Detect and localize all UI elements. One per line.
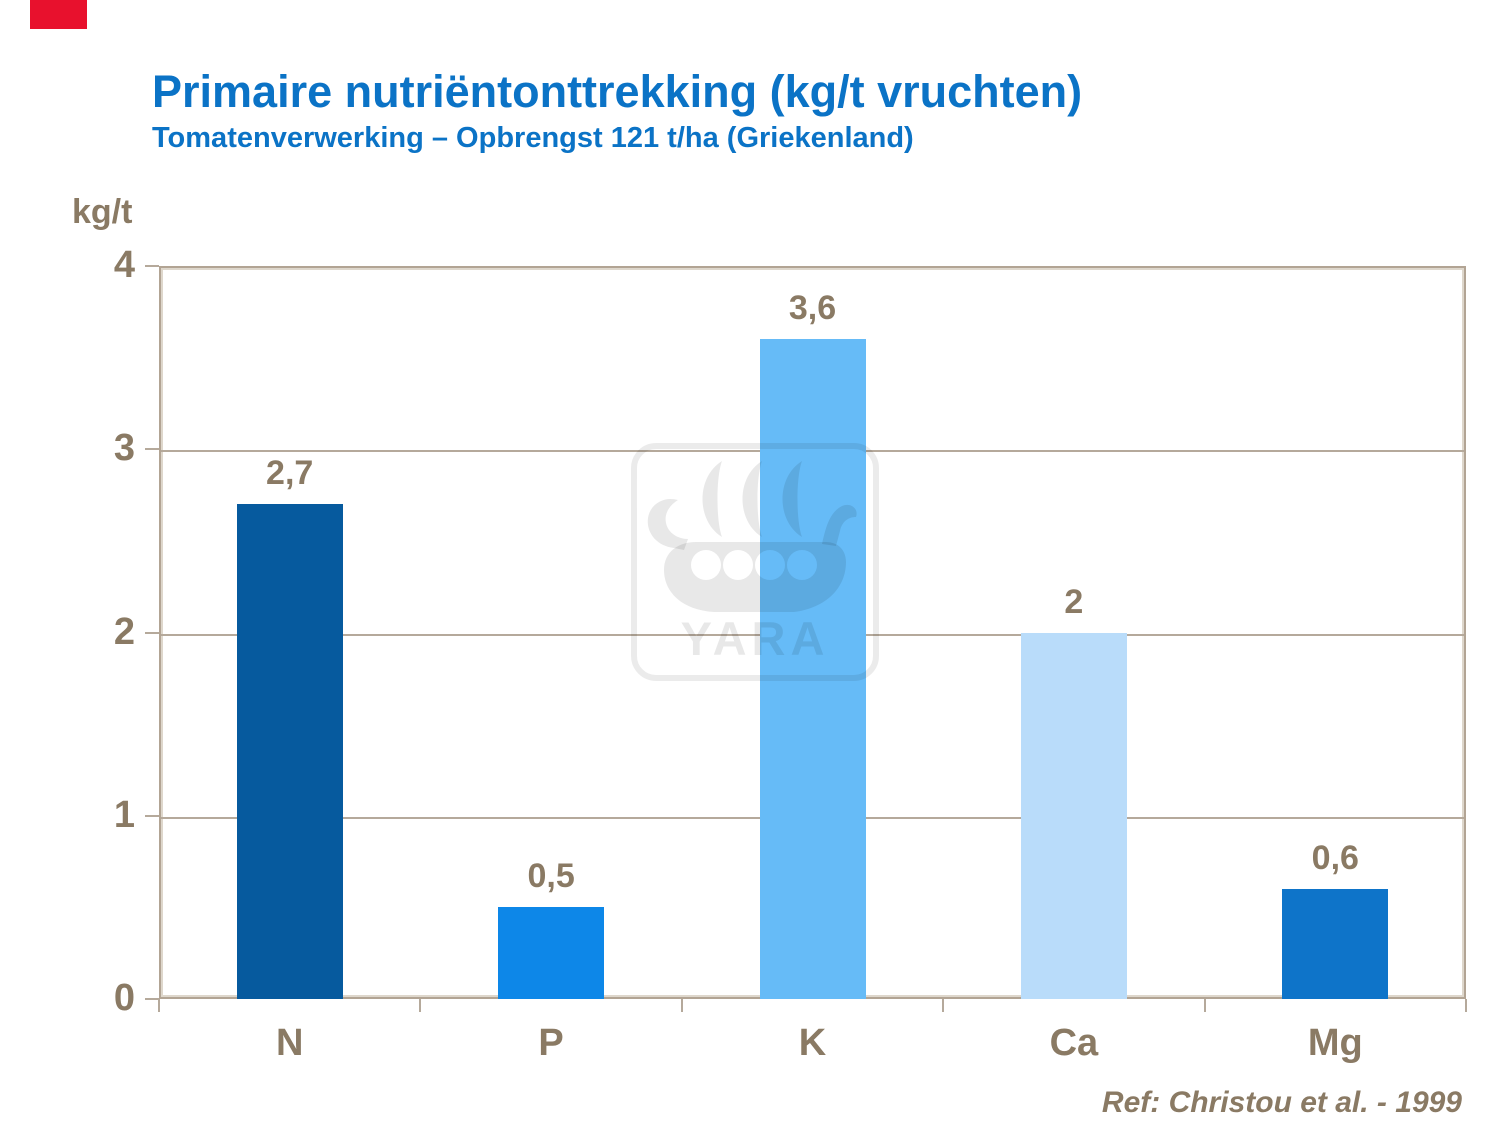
y-axis-tick-label: 3	[113, 427, 135, 470]
y-axis-tick	[145, 998, 159, 1000]
y-axis-tick	[145, 631, 159, 634]
y-axis-tick	[145, 814, 159, 817]
x-axis-tick	[680, 999, 683, 1012]
reference-text: Ref: Christou et al. - 1999	[1101, 1086, 1462, 1119]
y-axis-tick	[145, 448, 159, 451]
red-corner-flag	[30, 0, 87, 29]
category-label-ca: Ca	[1049, 1022, 1099, 1064]
y-axis-tick-label: 2	[113, 610, 135, 653]
x-axis-tick	[1465, 999, 1467, 1012]
value-label-p: 0,5	[527, 857, 575, 896]
y-axis-tick-label: 0	[113, 977, 135, 1019]
bar-mg	[1282, 889, 1389, 999]
y-axis-tick-label: 1	[113, 793, 135, 836]
value-label-k: 3,6	[788, 289, 837, 328]
value-label-ca: 2	[1064, 582, 1084, 621]
category-label-mg: Mg	[1307, 1022, 1363, 1064]
x-axis-tick	[419, 999, 422, 1012]
chart-title: Primaire nutriëntonttrekking (kg/t vruch…	[152, 66, 1083, 117]
bar-ca	[1020, 632, 1127, 999]
category-label-p: P	[538, 1022, 564, 1064]
value-label-n: 2,7	[266, 454, 314, 493]
category-label-n: N	[275, 1022, 304, 1064]
bar-p	[498, 907, 605, 999]
y-axis-tick-label: 4	[113, 244, 135, 286]
x-axis-tick	[158, 999, 160, 1012]
category-label-k: K	[798, 1022, 827, 1064]
value-label-mg: 0,6	[1311, 839, 1359, 878]
x-axis-tick	[942, 999, 945, 1012]
y-axis-unit-label: kg/t	[72, 193, 133, 231]
y-axis-tick	[145, 265, 159, 267]
bar-n	[236, 504, 343, 999]
x-axis-tick	[1203, 999, 1206, 1012]
chart-subtitle: Tomatenverwerking – Opbrengst 121 t/ha (…	[152, 122, 914, 154]
bar-k	[759, 339, 866, 999]
